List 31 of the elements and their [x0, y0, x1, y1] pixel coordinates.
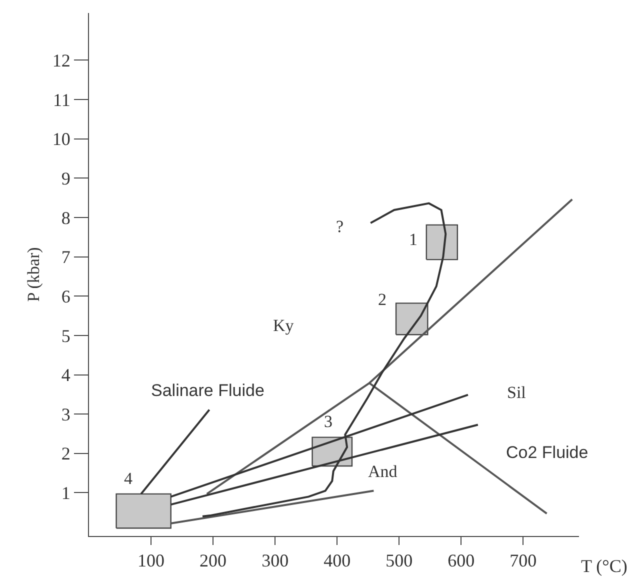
x-tick-label: 300	[262, 550, 289, 571]
annotation: Co2 Fluide	[506, 443, 588, 462]
y-tick-label: 6	[61, 286, 70, 306]
annotation: And	[368, 462, 398, 481]
x-tick-label: 400	[324, 550, 351, 571]
x-tick-label: 200	[200, 550, 227, 571]
x-tick-label: 600	[448, 550, 475, 571]
y-tick-label: 12	[52, 50, 70, 70]
y-tick-label: 8	[61, 208, 70, 228]
annotation: 2	[378, 290, 386, 309]
x-tick-label: 700	[510, 550, 537, 571]
y-tick-label: 4	[61, 365, 70, 386]
y-axis-title: P (kbar)	[24, 247, 43, 302]
y-tick-label: 3	[61, 404, 70, 424]
annotation: 4	[124, 469, 133, 488]
annotation: 1	[409, 230, 418, 249]
y-tick-label: 2	[61, 444, 70, 464]
x-axis-title: T (°C)	[581, 556, 628, 576]
x-tick-label: 500	[386, 550, 413, 571]
y-tick-label: 11	[53, 90, 70, 110]
annotation: ?	[336, 217, 344, 236]
y-tick-label: 10	[52, 129, 70, 150]
y-tick-label: 5	[61, 326, 70, 346]
annotation: Ky	[273, 316, 294, 335]
annotation: Sil	[507, 383, 526, 402]
x-tick-label: 100	[138, 550, 165, 571]
annotation: Salinare Fluide	[151, 381, 264, 400]
y-tick-label: 1	[61, 483, 70, 504]
annotation: 3	[324, 412, 332, 431]
y-tick-label: 7	[61, 247, 70, 268]
y-tick-label: 9	[61, 168, 70, 188]
